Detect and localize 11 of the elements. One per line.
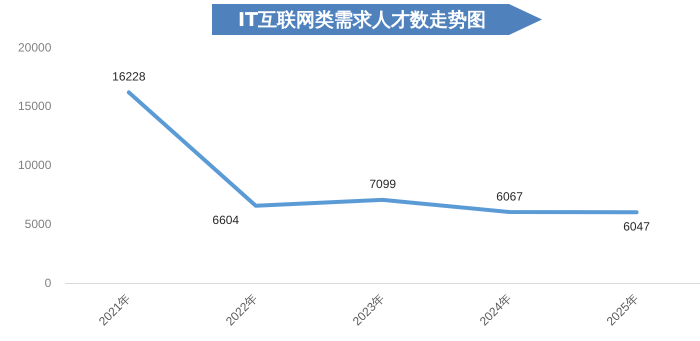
data-label: 16228 xyxy=(112,70,146,84)
data-label: 6604 xyxy=(212,213,240,228)
y-tick-label: 0 xyxy=(44,276,52,290)
y-tick-label: 10000 xyxy=(18,158,52,172)
y-tick-label: 15000 xyxy=(18,99,52,114)
data-label: 7099 xyxy=(369,177,396,192)
data-label: 6067 xyxy=(496,189,524,204)
chart-title: IT互联网类需求人才数走势图 xyxy=(236,8,488,32)
y-tick-label: 20000 xyxy=(18,40,52,54)
y-tick-label: 5000 xyxy=(24,216,52,231)
data-label: 6047 xyxy=(623,220,650,234)
